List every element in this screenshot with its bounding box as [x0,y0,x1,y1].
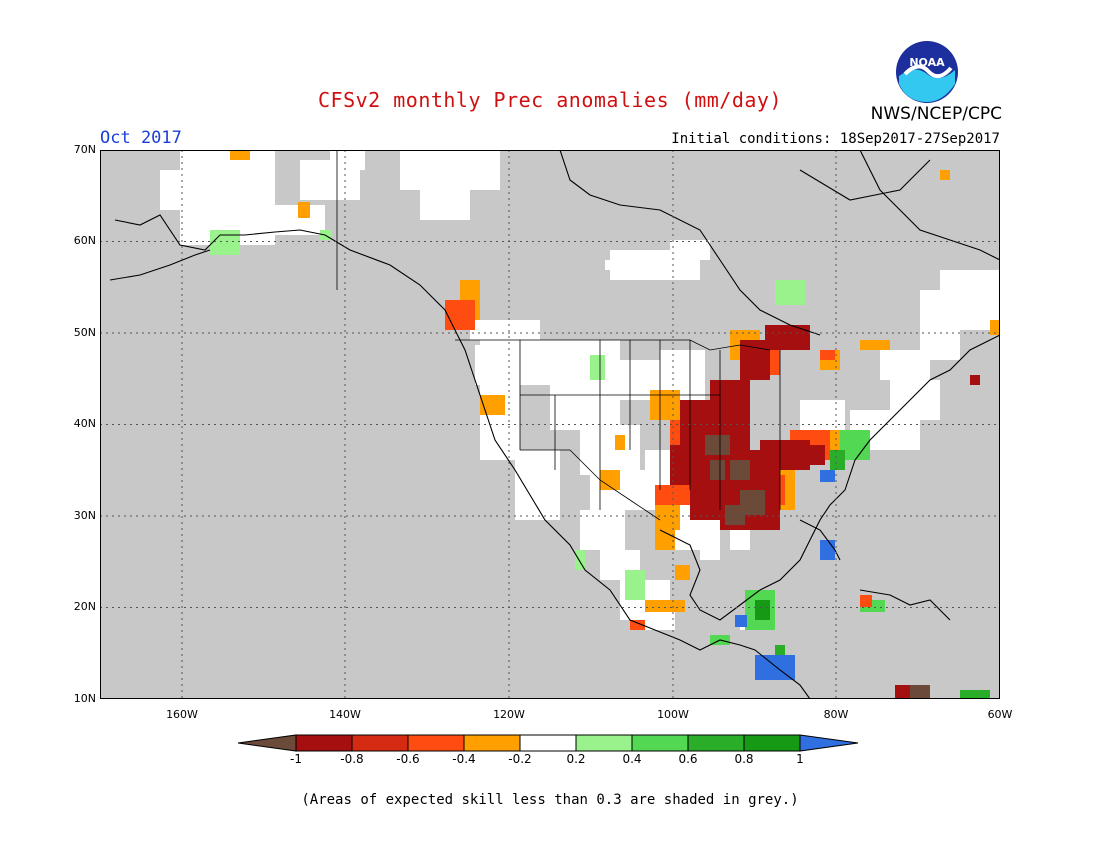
political-borders [336,150,781,521]
lon-label: 140W [329,708,361,721]
precip-anomaly-map [100,150,1000,699]
graticule [100,150,1000,699]
organization-label: NWS/NCEP/CPC [870,104,1002,124]
colorbar-label: 0.2 [566,752,586,766]
colorbar-label: 1 [796,752,804,766]
lat-label: 40N [73,417,96,430]
noaa-logo-icon: NOAA [896,41,958,103]
colorbar-cell [519,734,577,752]
colorbar-label: 0.8 [734,752,754,766]
lon-label: 160W [166,708,198,721]
colorbar [238,734,859,752]
colorbar-cell [351,734,409,752]
colorbar-cell [631,734,689,752]
lat-label: 10N [73,692,96,705]
dry-anomaly-extreme [705,435,930,699]
colorbar-low-arrow [238,734,297,752]
colorbar-label: -0.8 [340,752,364,766]
map-frame [100,150,1000,699]
colorbar-label: -0.2 [508,752,532,766]
lon-label: 60W [987,708,1013,721]
initial-conditions: Initial conditions: 18Sep2017-27Sep2017 [671,131,1000,147]
lon-label: 120W [493,708,525,721]
colorbar-label: -0.4 [452,752,476,766]
colorbar-cell [295,734,353,752]
colorbar-label: 0.4 [622,752,642,766]
lat-label: 50N [73,326,96,339]
colorbar-cells [238,734,859,752]
colorbar-label: 0.6 [678,752,698,766]
coastlines [109,150,1000,699]
skill-footnote: (Areas of expected skill less than 0.3 a… [301,792,799,808]
lon-label: 80W [823,708,849,721]
colorbar-cell [407,734,465,752]
colorbar-cell [687,734,745,752]
map-title: CFSv2 monthly Prec anomalies (mm/day) [317,88,783,112]
colorbar-label: -0.6 [396,752,420,766]
colorbar-cell [575,734,633,752]
forecast-period: Oct 2017 [100,128,182,148]
colorbar-label: -1 [290,752,302,766]
lat-label: 30N [73,509,96,522]
logo-text: NOAA [909,56,945,69]
lat-label: 60N [73,234,96,247]
lat-label: 70N [73,143,96,156]
colorbar-high-arrow [799,734,859,752]
lat-label: 20N [73,600,96,613]
colorbar-cell [743,734,801,752]
colorbar-cell [463,734,521,752]
lon-label: 100W [657,708,689,721]
